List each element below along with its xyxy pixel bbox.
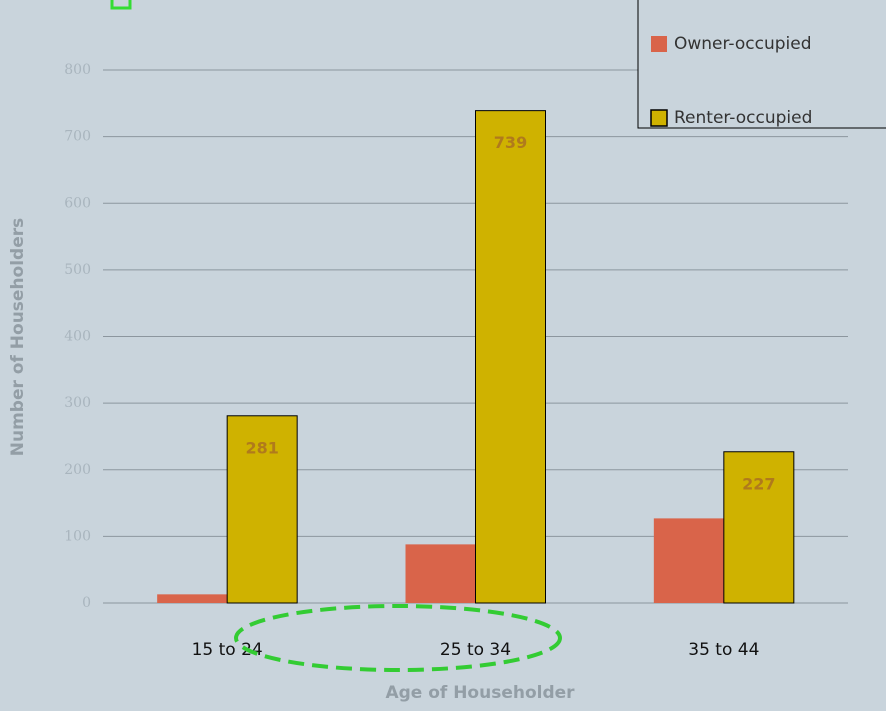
x-tick-label: 15 to 24 — [192, 640, 263, 660]
legend-swatch — [651, 36, 667, 52]
legend: Owner-occupied Renter-occupied — [650, 34, 812, 128]
y-tick-label: 200 — [64, 462, 91, 478]
y-tick-label: 100 — [64, 528, 91, 544]
highlight-ellipse — [234, 604, 562, 672]
bar — [723, 451, 795, 604]
bar — [475, 110, 546, 604]
plot: 0 100 200 300 400 500 600 700 800 15 to 24 281 25 t… — [64, 62, 848, 660]
legend-box — [637, 0, 886, 129]
bar — [653, 518, 724, 603]
bar — [226, 415, 298, 604]
x-tick-label: 25 to 34 — [440, 640, 511, 660]
highlight-marker — [110, 0, 132, 10]
y-tick-label: 700 — [64, 129, 91, 145]
legend-label: Renter-occupied — [674, 108, 812, 128]
y-tick-label: 0 — [82, 595, 91, 611]
x-tick-label: 35 to 44 — [688, 640, 759, 660]
legend-swatch — [650, 109, 668, 127]
y-tick-label: 300 — [64, 395, 91, 411]
x-axis-title: Age of Householder — [385, 683, 575, 703]
y-tick-label: 500 — [64, 262, 91, 278]
data-label: 739 — [494, 133, 527, 152]
y-axis-title: Number of Householders — [8, 218, 28, 457]
y-tick-label: 800 — [64, 62, 91, 78]
data-label: 281 — [245, 438, 278, 457]
bar — [405, 544, 476, 603]
y-tick-label: 600 — [64, 195, 91, 211]
y-tick-label: 400 — [64, 329, 91, 345]
data-label: 227 — [742, 474, 775, 493]
legend-label: Owner-occupied — [674, 34, 812, 54]
bar — [157, 594, 228, 603]
